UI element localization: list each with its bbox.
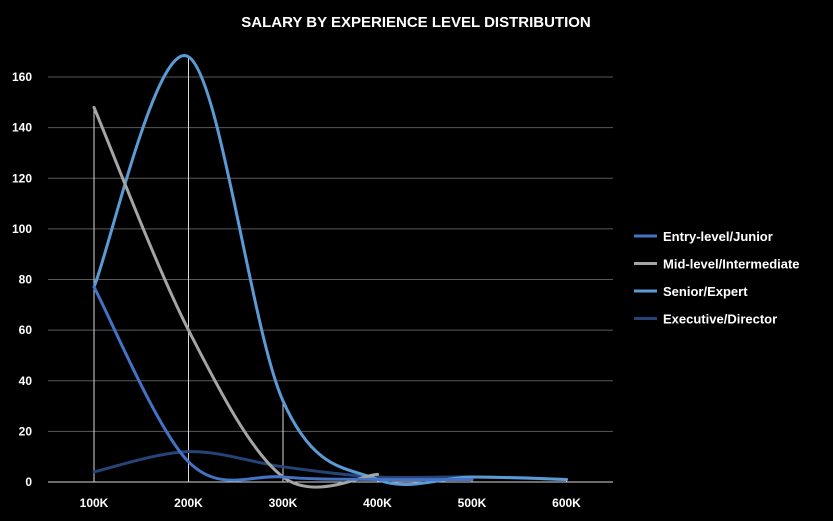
y-tick-label: 140 xyxy=(12,121,32,135)
y-tick-label: 20 xyxy=(19,424,33,438)
legend: Entry-level/Junior Mid-level/Intermediate… xyxy=(634,229,800,327)
x-tick-label: 300K xyxy=(269,496,298,510)
x-tick-label: 500K xyxy=(458,496,487,510)
gridlines xyxy=(48,76,613,483)
legend-label: Entry-level/Junior xyxy=(663,229,773,244)
legend-item: Mid-level/Intermediate xyxy=(634,257,800,272)
y-tick-label: 0 xyxy=(25,475,32,489)
legend-item: Senior/Expert xyxy=(634,284,748,299)
legend-label: Executive/Director xyxy=(663,312,777,327)
x-tick-label: 100K xyxy=(80,496,109,510)
legend-label: Mid-level/Intermediate xyxy=(663,257,800,272)
x-tick-label: 200K xyxy=(174,496,203,510)
legend-label: Senior/Expert xyxy=(663,284,748,299)
series-line-entry-level-junior xyxy=(92,285,474,482)
y-tick-label: 80 xyxy=(19,273,33,287)
chart-title: SALARY BY EXPERIENCE LEVEL DISTRIBUTION xyxy=(241,14,591,31)
x-tick-label: 600K xyxy=(552,496,581,510)
y-axis: 0 20 40 60 80 100 120 140 160 xyxy=(12,70,32,489)
drop-lines xyxy=(93,56,567,482)
legend-item: Entry-level/Junior xyxy=(634,229,773,244)
y-tick-label: 60 xyxy=(19,323,33,337)
y-tick-label: 120 xyxy=(12,171,32,185)
series-lines xyxy=(92,54,568,489)
legend-item: Executive/Director xyxy=(634,312,777,327)
series-line-executive-director xyxy=(92,450,568,481)
y-tick-label: 40 xyxy=(19,374,33,388)
series-line-mid-level-intermediate xyxy=(92,105,379,489)
x-tick-label: 400K xyxy=(363,496,392,510)
x-axis: 100K 200K 300K 400K 500K 600K xyxy=(80,496,582,510)
series-line-senior-expert xyxy=(92,54,568,486)
y-tick-label: 100 xyxy=(12,222,32,236)
y-tick-label: 160 xyxy=(12,70,32,84)
